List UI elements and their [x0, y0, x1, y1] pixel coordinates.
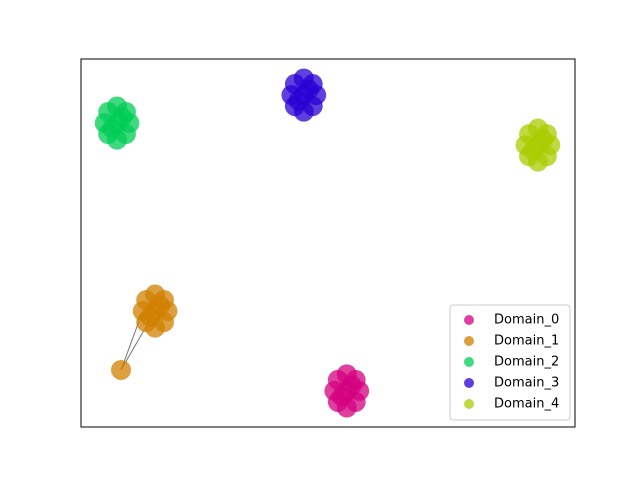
legend-marker — [464, 336, 474, 346]
legend-marker — [464, 399, 474, 409]
legend-label: Domain_3 — [494, 376, 559, 391]
legend-marker — [464, 357, 474, 367]
legend-label: Domain_0 — [494, 313, 559, 328]
point — [331, 386, 352, 407]
legend-label: Domain_1 — [494, 334, 559, 349]
legend-label: Domain_2 — [494, 355, 559, 370]
legend-marker — [464, 315, 474, 325]
legend-box — [449, 304, 571, 421]
point — [140, 306, 161, 327]
point — [288, 90, 309, 111]
point — [523, 140, 544, 161]
legend-marker — [464, 378, 474, 388]
legend-label: Domain_4 — [494, 397, 559, 412]
point — [111, 359, 132, 380]
point — [102, 118, 123, 139]
